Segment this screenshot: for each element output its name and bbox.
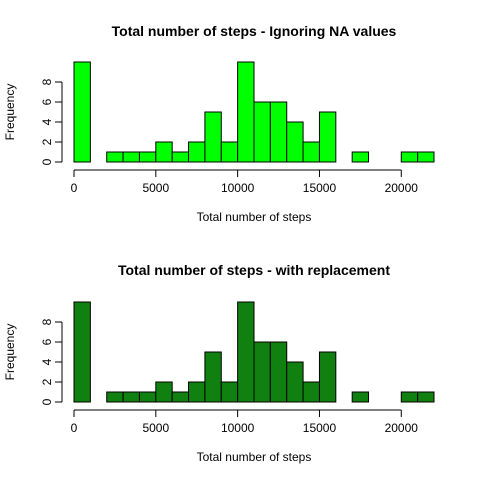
- y-tick-label: 6: [40, 338, 54, 345]
- histogram-bar: [204, 111, 222, 163]
- histogram-panel-ignoring-na: Total number of steps - Ignoring NA valu…: [3, 23, 435, 224]
- histogram-bar: [318, 111, 337, 163]
- y-tick-label: 4: [40, 118, 54, 125]
- y-tick-label: 0: [40, 398, 54, 405]
- histogram-bar: [269, 101, 288, 163]
- y-tick-label: 4: [40, 358, 54, 365]
- x-tick-label: 5000: [142, 181, 169, 195]
- histogram-bar: [106, 151, 124, 163]
- histogram-bar: [73, 61, 91, 163]
- histogram-bar: [138, 391, 157, 403]
- histogram-bar: [204, 351, 222, 403]
- histogram-bar: [269, 341, 288, 403]
- x-tick-label: 10000: [221, 181, 255, 195]
- histogram-bar: [237, 301, 255, 403]
- histogram-bar: [400, 391, 419, 403]
- histogram-bar: [302, 381, 320, 403]
- histogram-bar: [155, 381, 173, 403]
- axes-group: 0 5000 10000 15000 20000 0 2 4 6 8: [40, 78, 418, 195]
- y-axis-label: Frequency: [3, 84, 17, 141]
- y-tick-label: 0: [40, 158, 54, 165]
- chart-title: Total number of steps - Ignoring NA valu…: [112, 23, 397, 39]
- x-axis-label: Total number of steps: [197, 210, 312, 224]
- axes-group: 0 5000 10000 15000 20000 0 2 4 6 8: [40, 318, 418, 435]
- histogram-panel-with-replacement: Total number of steps - with replacement…: [3, 262, 435, 464]
- histogram-bar: [188, 381, 206, 403]
- histogram-bar: [220, 141, 239, 163]
- histogram-bar: [400, 151, 419, 163]
- histogram-bar: [417, 391, 435, 403]
- x-tick-label: 5000: [142, 421, 169, 435]
- histogram-bar: [253, 341, 271, 403]
- x-tick-label: 0: [71, 181, 78, 195]
- y-tick-label: 8: [40, 78, 54, 85]
- histogram-bar: [122, 391, 140, 403]
- x-tick-label: 10000: [221, 421, 255, 435]
- histogram-bar: [417, 151, 435, 163]
- histogram-bar: [237, 61, 255, 163]
- y-axis-label: Frequency: [3, 324, 17, 381]
- histogram-bar: [351, 391, 370, 403]
- x-tick-label: 0: [71, 421, 78, 435]
- histogram-bar: [73, 301, 91, 403]
- histogram-bar: [155, 141, 173, 163]
- x-tick-label: 15000: [303, 421, 337, 435]
- y-tick-label: 2: [40, 138, 54, 145]
- x-tick-label: 15000: [303, 181, 337, 195]
- histogram-bar: [171, 391, 190, 403]
- histogram-bar: [318, 351, 337, 403]
- histogram-bar: [286, 121, 304, 163]
- histogram-bar: [253, 101, 271, 163]
- x-axis-label: Total number of steps: [197, 450, 312, 464]
- histogram-bar: [188, 141, 206, 163]
- histogram-bar: [302, 141, 320, 163]
- histogram-bar: [286, 361, 304, 403]
- histogram-bar: [122, 151, 140, 163]
- x-tick-label: 20000: [385, 181, 419, 195]
- y-tick-label: 6: [40, 98, 54, 105]
- histogram-bar: [138, 151, 157, 163]
- y-tick-label: 8: [40, 318, 54, 325]
- histogram-bar: [220, 381, 239, 403]
- histogram-bar: [351, 151, 370, 163]
- chart-title: Total number of steps - with replacement: [118, 262, 390, 278]
- x-tick-label: 20000: [385, 421, 419, 435]
- bars-group: [73, 61, 435, 163]
- histogram-bar: [171, 151, 190, 163]
- histogram-bar: [106, 391, 124, 403]
- y-tick-label: 2: [40, 378, 54, 385]
- bars-group: [73, 301, 435, 403]
